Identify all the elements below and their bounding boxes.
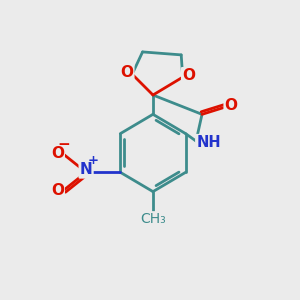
Text: +: + xyxy=(88,154,99,167)
Text: NH: NH xyxy=(196,135,221,150)
Text: O: O xyxy=(225,98,238,113)
Text: N: N xyxy=(80,162,92,177)
Text: O: O xyxy=(120,65,133,80)
Text: CH₃: CH₃ xyxy=(140,212,166,226)
Text: O: O xyxy=(51,146,64,161)
Text: O: O xyxy=(182,68,195,83)
Text: O: O xyxy=(51,183,64,198)
Text: −: − xyxy=(57,136,70,152)
